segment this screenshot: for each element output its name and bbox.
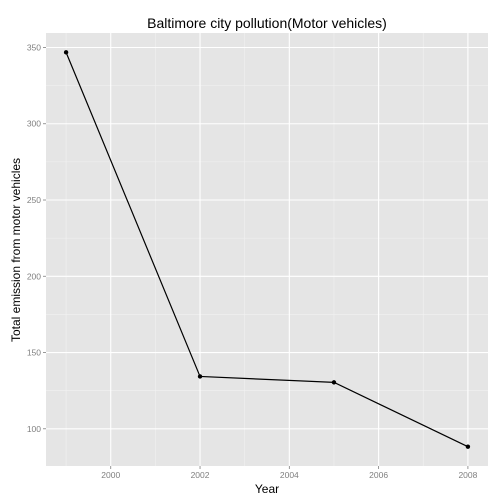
x-tick-label: 2008 <box>458 470 477 480</box>
data-point <box>197 374 203 379</box>
y-tick-label: 200 <box>27 271 41 281</box>
x-tick-label: 2000 <box>101 470 120 480</box>
data-point <box>465 444 471 449</box>
x-axis-ticks: 2000 2002 2004 2006 2008 <box>101 466 478 480</box>
data-point <box>331 380 337 385</box>
x-tick-label: 2006 <box>369 470 388 480</box>
y-tick-label: 350 <box>27 42 41 52</box>
data-point <box>63 50 69 55</box>
y-tick-label: 300 <box>27 119 41 129</box>
series-line <box>65 52 469 448</box>
y-axis-ticks: 100 150 200 250 300 350 <box>27 42 46 434</box>
y-tick-label: 100 <box>27 424 41 434</box>
x-tick-label: 2002 <box>191 470 210 480</box>
y-tick-label: 150 <box>27 348 41 358</box>
minor-gridlines <box>46 33 488 466</box>
chart-title: Baltimore city pollution(Motor vehicles) <box>147 15 387 31</box>
y-tick-label: 250 <box>27 195 41 205</box>
x-axis-label: Year <box>255 482 279 496</box>
series-layer <box>63 50 471 449</box>
major-gridlines <box>46 33 488 466</box>
y-axis-label: Total emission from motor vehicles <box>9 158 23 342</box>
x-tick-label: 2004 <box>280 470 299 480</box>
plot-panel <box>46 33 488 466</box>
